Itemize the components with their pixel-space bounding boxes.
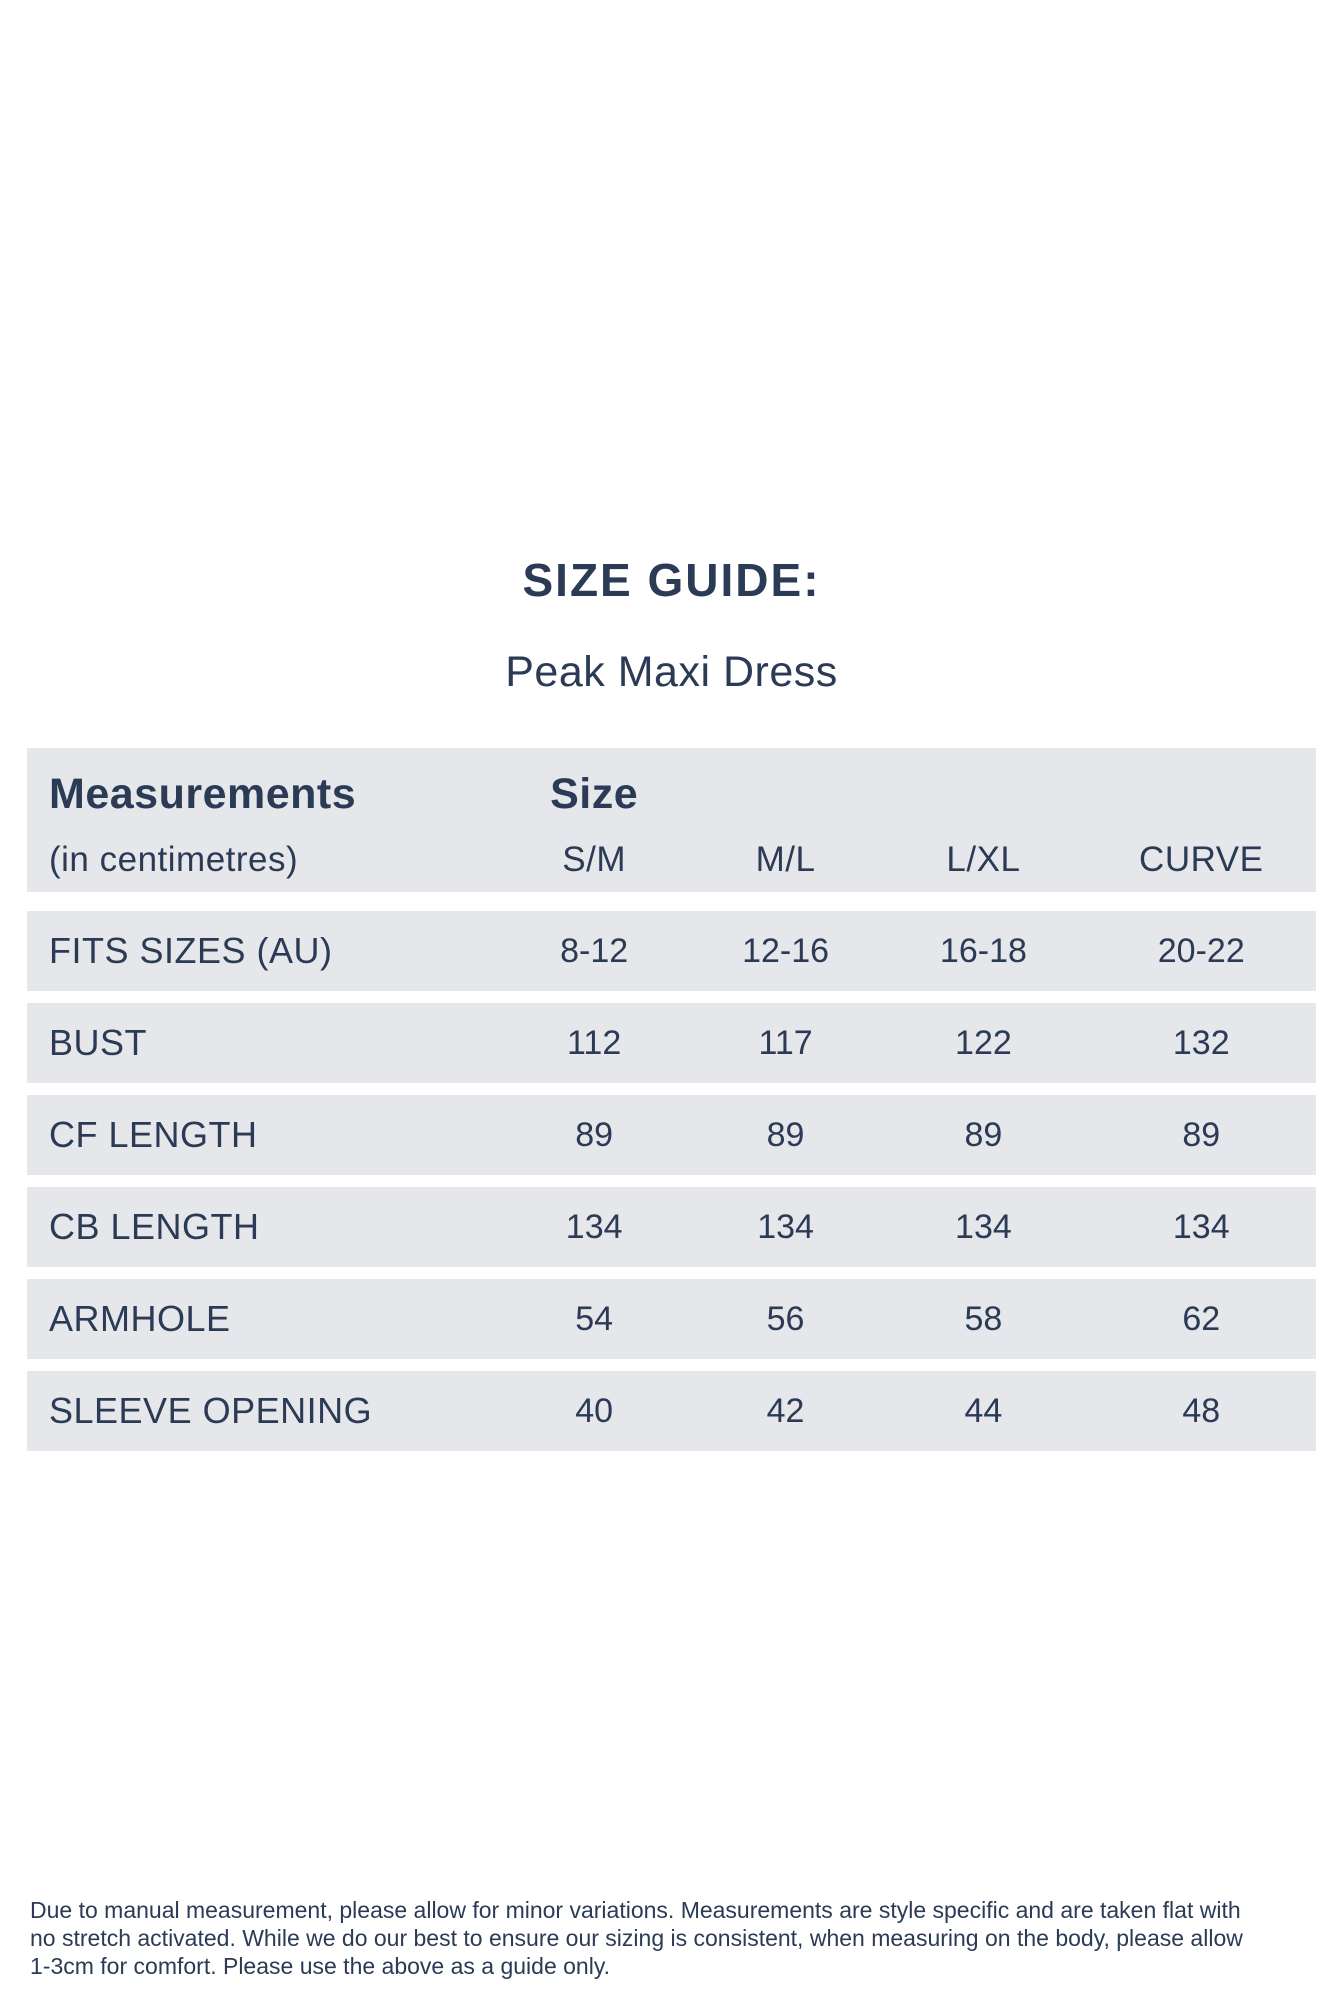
page-subtitle: Peak Maxi Dress (505, 648, 838, 696)
row-value: 134 (757, 1207, 814, 1246)
table-row-cb-length: CB LENGTH 134 134 134 134 (27, 1187, 1316, 1267)
measurements-header: Measurements (49, 770, 357, 818)
page-title: SIZE GUIDE: (522, 554, 821, 606)
row-value: 40 (575, 1391, 614, 1430)
size-column-header-ml: M/L (755, 840, 816, 879)
heading-block: SIZE GUIDE: Peak Maxi Dress (0, 0, 1343, 700)
size-table: Measurements (in centimetres) Size S/M M… (27, 748, 1316, 1451)
spacer (880, 768, 1086, 820)
footer-line: 1-3cm for comfort. Please use the above … (30, 1953, 610, 1979)
row-value: 16-18 (939, 931, 1027, 970)
row-value: 89 (575, 1115, 614, 1154)
row-label: ARMHOLE (49, 1298, 231, 1339)
table-row-bust: BUST 112 117 122 132 (27, 1003, 1316, 1083)
footer-note: Due to manual measurement, please allow … (30, 1896, 1313, 1980)
row-value: 56 (766, 1299, 805, 1338)
measurements-unit: (in centimetres) (49, 840, 299, 879)
row-value: 12-16 (742, 931, 830, 970)
row-value: 44 (964, 1391, 1003, 1430)
table-header-row: Measurements (in centimetres) Size S/M M… (27, 748, 1316, 892)
row-value: 20-22 (1157, 931, 1245, 970)
row-value: 117 (758, 1023, 813, 1062)
size-header-cell-sm: Size S/M (497, 748, 690, 892)
row-value: 62 (1182, 1299, 1221, 1338)
row-label: FITS SIZES (AU) (49, 930, 333, 971)
row-value: 112 (567, 1023, 622, 1062)
row-label: CF LENGTH (49, 1114, 258, 1155)
measurements-header-cell: Measurements (in centimetres) (27, 748, 497, 892)
footer-line: Due to manual measurement, please allow … (30, 1897, 1241, 1923)
table-row-fits-sizes: FITS SIZES (AU) 8-12 12-16 16-18 20-22 (27, 911, 1316, 991)
row-value: 89 (1182, 1115, 1221, 1154)
row-label: CB LENGTH (49, 1206, 260, 1247)
size-header-cell-lxl: L/XL (880, 748, 1086, 892)
row-value: 122 (955, 1023, 1012, 1062)
table-row-armhole: ARMHOLE 54 56 58 62 (27, 1279, 1316, 1359)
row-label: BUST (49, 1022, 148, 1063)
spacer (691, 768, 880, 820)
size-column-header-curve: CURVE (1139, 840, 1264, 879)
row-value: 134 (1172, 1207, 1230, 1246)
footer-line: no stretch activated. While we do our be… (30, 1925, 1243, 1951)
row-value: 89 (964, 1115, 1003, 1154)
size-header-cell-curve: CURVE (1087, 748, 1316, 892)
row-value: 89 (766, 1115, 805, 1154)
table-row-cf-length: CF LENGTH 89 89 89 89 (27, 1095, 1316, 1175)
row-value: 8-12 (560, 931, 629, 970)
size-header: Size (550, 770, 639, 818)
row-label: SLEEVE OPENING (49, 1390, 373, 1431)
row-value: 132 (1172, 1023, 1230, 1062)
spacer (1087, 768, 1316, 820)
row-value: 134 (565, 1207, 623, 1246)
row-value: 48 (1182, 1391, 1221, 1430)
row-value: 54 (575, 1299, 614, 1338)
size-header-cell-ml: M/L (691, 748, 880, 892)
row-value: 58 (964, 1299, 1003, 1338)
size-column-header-lxl: L/XL (946, 840, 1021, 879)
row-value: 42 (766, 1391, 805, 1430)
size-column-header-sm: S/M (562, 840, 627, 879)
table-row-sleeve-opening: SLEEVE OPENING 40 42 44 48 (27, 1371, 1316, 1451)
row-value: 134 (955, 1207, 1012, 1246)
